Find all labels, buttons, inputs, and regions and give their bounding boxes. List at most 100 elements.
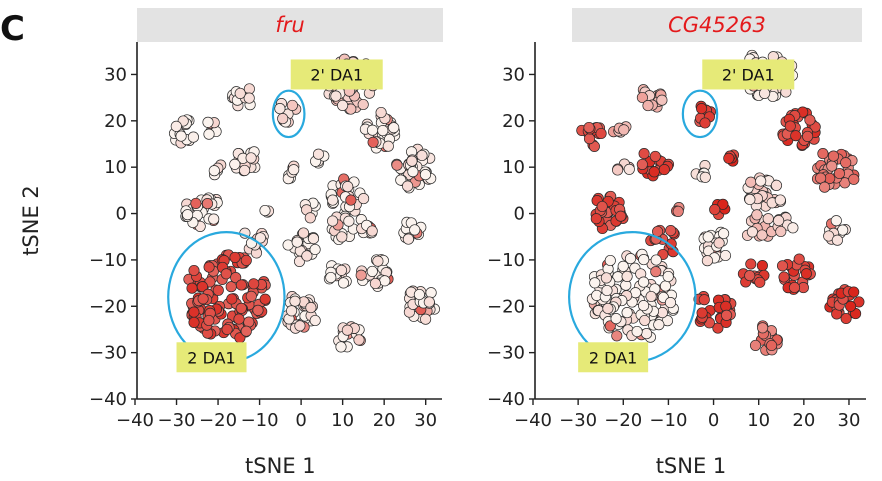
x-tick-label: −40 [514,410,552,431]
cluster-label: 2' DA1 [310,65,363,84]
data-point [409,224,421,236]
data-point [190,197,202,209]
data-point [699,171,711,183]
data-point [366,225,378,237]
data-point [234,87,246,99]
data-point [770,179,783,191]
y-tick-label: 10 [104,157,127,178]
data-point [833,167,845,180]
cluster-label: 2 DA1 [589,348,637,367]
data-point [636,158,648,170]
x-tick-label: 10 [331,410,354,431]
scatter-points [576,49,865,356]
data-point [245,290,257,302]
data-point [372,255,384,267]
data-point [325,271,337,284]
data-point [604,254,616,267]
data-point [233,313,245,325]
data-point [304,212,316,224]
data-point [773,215,785,227]
x-tick-label: 20 [373,410,396,431]
data-point [604,320,616,332]
data-point [336,231,348,243]
data-point [817,148,829,160]
data-point [182,209,194,221]
y-tick-label: −10 [89,250,127,271]
data-point [595,127,607,140]
data-point [212,284,224,296]
data-point [301,250,313,262]
x-tick-label: 0 [295,410,306,431]
data-point [220,268,232,280]
data-point [377,125,389,137]
data-point [631,325,643,338]
data-point [848,173,860,185]
data-point [636,91,648,104]
data-point [388,122,400,134]
title-bar [137,8,443,42]
data-point [288,164,300,176]
data-point [229,158,241,170]
data-point [252,304,264,316]
data-point [672,205,684,217]
x-tick-label: −10 [649,410,687,431]
data-point [188,264,200,277]
data-point [745,258,757,270]
data-point [240,254,252,266]
data-point [419,169,432,181]
x-tick-label: 10 [747,410,770,431]
title-bar [572,8,862,42]
data-point [656,94,668,106]
data-point [583,133,596,145]
data-point [775,225,787,238]
data-point [203,314,215,327]
x-tick-label: 0 [708,410,719,431]
data-point [621,270,633,282]
data-point [766,339,778,352]
data-point [658,164,670,176]
data-point [187,131,199,143]
data-point [611,330,623,342]
data-point [330,90,342,102]
data-point [600,272,612,284]
y-tick-label: 0 [116,204,127,225]
data-point [645,290,657,303]
data-point [294,320,306,332]
y-tick-label: −30 [487,343,525,364]
data-point [583,121,595,134]
cluster-label-box [290,59,383,90]
data-point [788,281,801,294]
data-point [345,194,357,206]
data-point [759,87,771,99]
y-tick-label: −40 [487,389,525,410]
x-tick-label: −30 [158,410,196,431]
data-point [358,193,370,205]
y-tick-label: −10 [487,250,525,271]
data-point [650,254,662,266]
data-point [845,300,857,312]
data-point [800,268,812,280]
data-point [778,271,790,283]
data-point [379,275,391,287]
data-point [208,165,220,177]
data-point [831,234,843,246]
data-point [305,302,317,314]
data-point [837,224,849,236]
data-point [240,325,252,337]
data-point [402,180,414,192]
data-point [366,124,379,136]
data-point [416,149,428,162]
data-point [659,280,672,292]
data-point [248,278,260,290]
data-point [638,254,650,266]
data-point [746,226,758,238]
data-point [696,103,708,115]
data-point [757,322,769,334]
cluster-label: 2 DA1 [187,348,235,367]
chart-title: fru [275,13,304,37]
data-point [423,296,435,308]
data-point [642,100,654,112]
data-point [312,148,325,160]
data-point [665,238,677,250]
